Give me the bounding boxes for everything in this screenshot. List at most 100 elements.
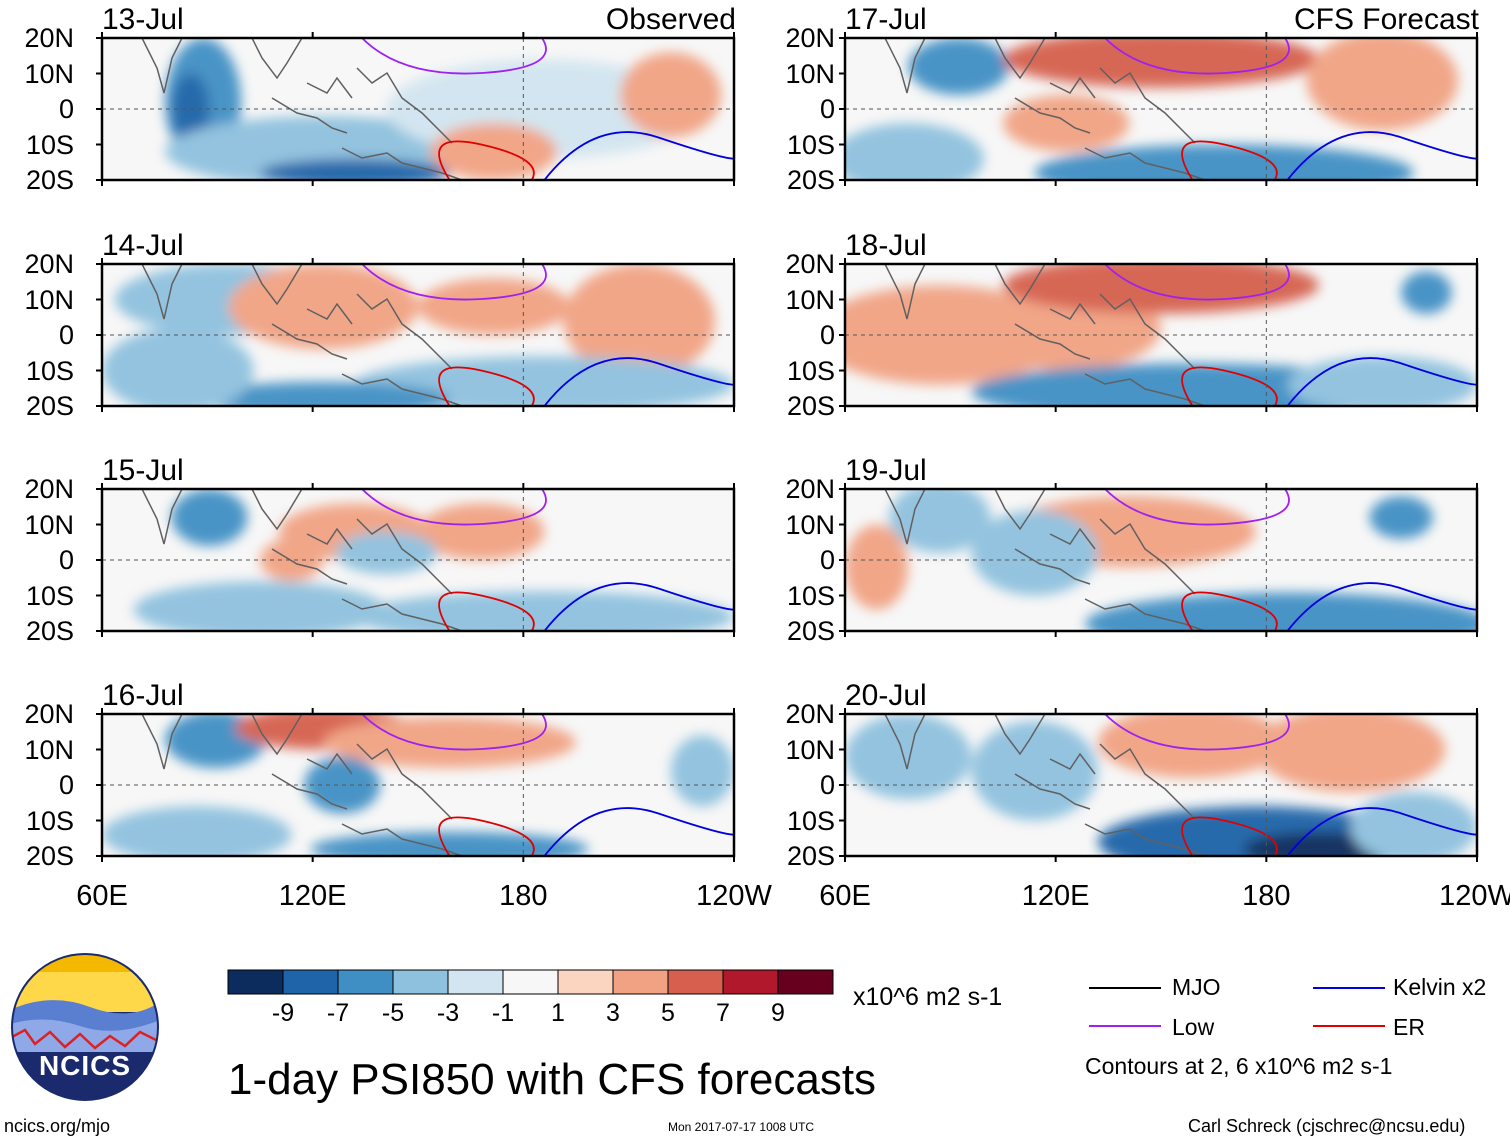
colorbar-tick-label: -7 (326, 999, 350, 1027)
low-contour (361, 264, 547, 301)
colorbar-tick-label: -1 (491, 999, 515, 1027)
colorbar-tick-label: -3 (436, 999, 460, 1027)
colorbar-swatch (282, 969, 339, 995)
legend-label-kelvin: Kelvin x2 (1393, 974, 1487, 1000)
lat-label: 20N (24, 474, 74, 504)
anomaly-region (845, 714, 972, 800)
anomaly-region (102, 327, 254, 406)
colorbar-swatch (502, 969, 559, 995)
colorbar-swatch (612, 969, 669, 995)
panel-date: 20-Jul (845, 679, 927, 712)
anomaly-region (228, 264, 418, 350)
panel-source-label: CFS Forecast (1293, 3, 1479, 36)
lat-label: 20N (24, 699, 74, 729)
lat-label: 0 (58, 545, 74, 575)
lat-label: 0 (58, 94, 74, 124)
anomaly-region (908, 38, 1010, 95)
colorbar-swatch (777, 969, 834, 995)
anomaly-region (323, 716, 576, 768)
map-panel: 19-Jul 20N 10N 0 10S 20S (785, 456, 1479, 645)
panel-date: 16-Jul (102, 679, 184, 712)
lat-label: 0 (58, 320, 74, 350)
lat-label: 10N (24, 509, 74, 540)
map-panel: 14-Jul 20N 10N 0 10S 20S (24, 231, 736, 420)
kelvin-contour (1286, 582, 1477, 631)
panel-date: 19-Jul (845, 454, 927, 487)
lat-label: 10S (786, 805, 835, 836)
map-panel: 17-Jul CFS Forecast 20N 10N 0 10S 20S (785, 5, 1479, 194)
lat-label: 20S (786, 616, 835, 646)
low-contour (1104, 714, 1290, 751)
anomaly-region (1401, 271, 1452, 314)
low-contour (1104, 38, 1290, 75)
timestamp: Mon 2017-07-17 1008 UTC (668, 1120, 815, 1134)
lat-label: 0 (819, 545, 835, 575)
lat-label: 10S (25, 355, 74, 386)
coastline (884, 714, 1206, 856)
anomaly-region (260, 158, 450, 180)
colorbar-swatch (667, 969, 724, 995)
kelvin-contour (1286, 807, 1477, 856)
lat-label: 10N (24, 734, 74, 765)
er-contour (1181, 816, 1278, 856)
anomaly-region (563, 264, 716, 378)
lat-label: 20S (786, 165, 835, 195)
anomaly-region (1003, 94, 1130, 152)
anomaly-region (196, 381, 450, 406)
er-contour (438, 591, 535, 631)
lat-label: 0 (819, 320, 835, 350)
colorbar-swatch (447, 969, 504, 995)
anomaly-region (430, 123, 558, 180)
lat-label: 20S (786, 391, 835, 421)
low-contour (361, 38, 547, 75)
site-url[interactable]: ncics.org/mjo (4, 1116, 111, 1136)
colorbar-swatch (392, 969, 449, 995)
ncics-logo: NCICS (10, 952, 160, 1102)
er-contour (1181, 140, 1278, 180)
lat-label: 10S (786, 355, 835, 386)
anomaly-region (310, 831, 589, 856)
kelvin-contour (1286, 131, 1477, 180)
er-contour (438, 366, 535, 406)
colorbar-tick-label: 1 (551, 999, 565, 1027)
colorbar-tick-label: 5 (661, 999, 675, 1027)
coastline (884, 489, 1206, 631)
low-contour (1104, 489, 1290, 526)
panel-date: 18-Jul (845, 229, 927, 262)
coastline (141, 714, 463, 856)
anomaly-region (133, 581, 387, 631)
lat-label: 10S (786, 580, 835, 611)
anomaly-region (1287, 356, 1477, 406)
colorbar-swatch (337, 969, 394, 995)
anomaly-region (845, 524, 909, 610)
map-panel: 13-Jul Observed 20N 10N 0 10S 20S (24, 5, 736, 194)
coastline (141, 489, 463, 631)
coastline (141, 264, 463, 406)
coastline (884, 264, 1206, 406)
colorbar-swatch (722, 969, 779, 995)
lon-label: 60E (76, 880, 128, 912)
lon-label: 120W (696, 880, 772, 912)
lat-label: 20N (785, 699, 835, 729)
legend-label-low: Low (1172, 1014, 1215, 1040)
colorbar-tick-label: 3 (606, 999, 620, 1027)
lat-label: 0 (819, 770, 835, 800)
units-label: x10^6 m2 s-1 (853, 983, 1003, 1011)
anomaly-region (1255, 714, 1446, 793)
anomaly-region (1306, 38, 1459, 131)
kelvin-contour (1286, 357, 1477, 406)
lon-label: 120E (1021, 880, 1090, 912)
map-panel: 16-Jul 20N 10N 0 10S 20S 60E 120E 180 120W (24, 681, 771, 911)
legend-label-er: ER (1393, 1014, 1425, 1040)
lat-label: 10N (785, 509, 835, 540)
lat-label: 10N (785, 284, 835, 315)
er-contour (438, 140, 535, 180)
lon-label: 180 (1242, 880, 1291, 912)
colorbar-tick-label: -9 (271, 999, 295, 1027)
anomaly-region (1350, 792, 1477, 856)
anomaly-region (1003, 264, 1319, 314)
lon-label: 120E (278, 880, 347, 912)
anomaly-region (418, 503, 545, 560)
legend-label-mjo: MJO (1172, 974, 1221, 1000)
panel-date: 13-Jul (102, 3, 184, 36)
